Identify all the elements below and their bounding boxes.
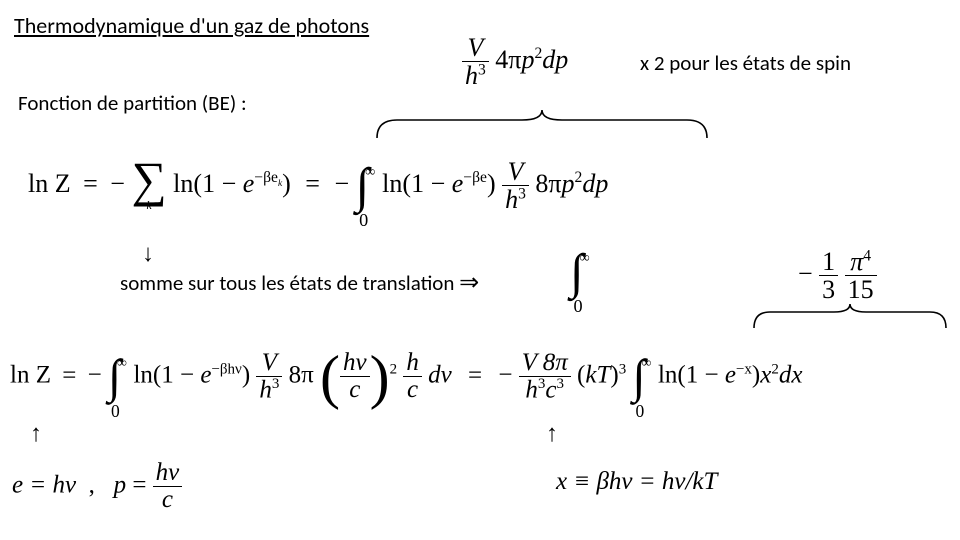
spin-note: x 2 pour les états de spin [640, 50, 851, 76]
subtitle: Fonction de partition (BE) : [18, 90, 247, 116]
brace-right [750, 302, 950, 332]
arrow-down: ↓ [142, 240, 154, 268]
def-x: x ≡ βhν = hν/kT [556, 468, 717, 496]
density-formula: V h3 4πp2dp [462, 34, 568, 90]
translation-note: somme sur tous les états de translation … [120, 268, 479, 297]
integral-after-implies: ∫∞0 [570, 250, 584, 294]
arrow-up-right: ↑ [546, 420, 558, 448]
eq2: ln Z = − ∫∞0 ln(1 − e−βhν) V h3 8π ( hν … [10, 350, 802, 404]
eq1: ln Z = − ∑ k ln(1 − e−βek) = − ∫∞0 ln(1 … [28, 158, 608, 214]
brace-top [372, 108, 712, 142]
def-e-p: e = hν , p = hν c [12, 460, 182, 514]
arrow-up-left: ↑ [30, 420, 42, 448]
result-value: − 1 3 π4 15 [798, 248, 877, 304]
page-title: Thermodynamique d'un gaz de photons [14, 12, 369, 39]
